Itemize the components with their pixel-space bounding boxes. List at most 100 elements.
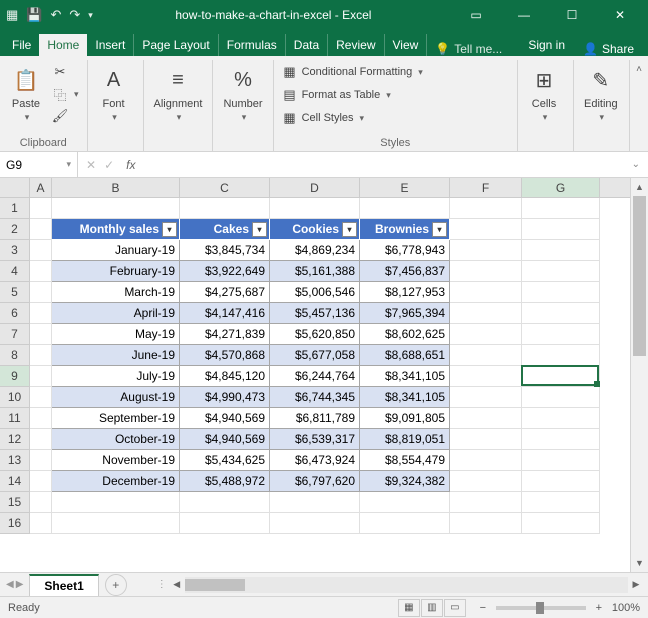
cell-styles-button[interactable]: ▦ Cell Styles▾	[280, 108, 425, 128]
cell-G4[interactable]	[522, 261, 600, 282]
cell-E8[interactable]: $8,688,651	[360, 345, 450, 366]
row-header-15[interactable]: 15	[0, 492, 30, 513]
cell-B3[interactable]: January-19	[52, 240, 180, 261]
cell-G10[interactable]	[522, 387, 600, 408]
cell-B9[interactable]: July-19	[52, 366, 180, 387]
cell-B10[interactable]: August-19	[52, 387, 180, 408]
cell-G15[interactable]	[522, 492, 600, 513]
filter-icon[interactable]: ▾	[432, 222, 447, 237]
hscroll-thumb[interactable]	[185, 579, 245, 591]
cell-G13[interactable]	[522, 450, 600, 471]
cell-F7[interactable]	[450, 324, 522, 345]
cell-G8[interactable]	[522, 345, 600, 366]
cell-A14[interactable]	[30, 471, 52, 492]
fx-icon[interactable]: fx	[122, 158, 139, 172]
cell-B11[interactable]: September-19	[52, 408, 180, 429]
cell-G11[interactable]	[522, 408, 600, 429]
cell-D13[interactable]: $6,473,924	[270, 450, 360, 471]
cell-E13[interactable]: $8,554,479	[360, 450, 450, 471]
tab-page-layout[interactable]: Page Layout	[134, 34, 218, 56]
horizontal-scrollbar[interactable]: ◀ ▶	[169, 577, 644, 593]
zoom-out-button[interactable]: −	[476, 602, 490, 614]
filter-icon[interactable]: ▾	[252, 222, 267, 237]
scroll-right-icon[interactable]: ▶	[628, 579, 644, 590]
tab-home[interactable]: Home	[39, 34, 87, 56]
cell-F14[interactable]	[450, 471, 522, 492]
number-button[interactable]: % Number ▾	[219, 62, 266, 125]
filter-icon[interactable]: ▾	[342, 222, 357, 237]
expand-formula-bar-icon[interactable]: ⌄	[624, 159, 648, 170]
editing-button[interactable]: ✎ Editing ▾	[580, 62, 622, 125]
cell-E2[interactable]: Brownies▾	[360, 219, 450, 240]
zoom-level[interactable]: 100%	[612, 602, 640, 614]
cell-B2[interactable]: Monthly sales▾	[52, 219, 180, 240]
cell-D7[interactable]: $5,620,850	[270, 324, 360, 345]
cell-C15[interactable]	[180, 492, 270, 513]
view-normal-icon[interactable]: ▦	[398, 599, 420, 617]
cut-button[interactable]: ✂	[50, 62, 81, 82]
cell-C7[interactable]: $4,271,839	[180, 324, 270, 345]
tab-insert[interactable]: Insert	[87, 34, 134, 56]
cell-A9[interactable]	[30, 366, 52, 387]
cell-G2[interactable]	[522, 219, 600, 240]
save-icon[interactable]: 💾	[26, 7, 42, 23]
cell-G7[interactable]	[522, 324, 600, 345]
cell-D6[interactable]: $5,457,136	[270, 303, 360, 324]
ribbon-options-icon[interactable]: ▭	[454, 0, 498, 30]
sheet-tab-active[interactable]: Sheet1	[29, 574, 98, 596]
format-as-table-button[interactable]: ▤ Format as Table▾	[280, 85, 425, 105]
cell-F13[interactable]	[450, 450, 522, 471]
row-header-2[interactable]: 2	[0, 219, 30, 240]
cell-F1[interactable]	[450, 198, 522, 219]
row-header-3[interactable]: 3	[0, 240, 30, 261]
formula-input[interactable]	[139, 152, 623, 177]
cell-A10[interactable]	[30, 387, 52, 408]
cell-B12[interactable]: October-19	[52, 429, 180, 450]
cell-A13[interactable]	[30, 450, 52, 471]
undo-icon[interactable]: ↶	[50, 7, 61, 23]
col-header-D[interactable]: D	[270, 178, 360, 197]
redo-icon[interactable]: ↷	[69, 7, 80, 23]
sign-in[interactable]: Sign in	[520, 34, 573, 56]
cell-C16[interactable]	[180, 513, 270, 534]
cell-G6[interactable]	[522, 303, 600, 324]
row-header-5[interactable]: 5	[0, 282, 30, 303]
sheet-nav-next-icon[interactable]: ▶	[16, 579, 24, 590]
paste-button[interactable]: 📋 Paste ▾	[6, 62, 46, 125]
cell-A6[interactable]	[30, 303, 52, 324]
sheet-nav-prev-icon[interactable]: ◀	[6, 579, 14, 590]
split-handle[interactable]: ⋮	[157, 579, 165, 590]
cell-D16[interactable]	[270, 513, 360, 534]
cell-C8[interactable]: $4,570,868	[180, 345, 270, 366]
font-button[interactable]: A Font ▾	[94, 62, 134, 125]
share-button[interactable]: 👤 Share	[573, 42, 644, 56]
name-box[interactable]: G9 ▾	[0, 152, 78, 177]
cell-C9[interactable]: $4,845,120	[180, 366, 270, 387]
view-page-break-icon[interactable]: ▭	[444, 599, 466, 617]
cell-E15[interactable]	[360, 492, 450, 513]
cell-F12[interactable]	[450, 429, 522, 450]
cell-C14[interactable]: $5,488,972	[180, 471, 270, 492]
cell-D15[interactable]	[270, 492, 360, 513]
cell-C3[interactable]: $3,845,734	[180, 240, 270, 261]
qat-customize-icon[interactable]: ▾	[88, 10, 93, 21]
cell-G1[interactable]	[522, 198, 600, 219]
cell-F6[interactable]	[450, 303, 522, 324]
cancel-icon[interactable]: ✕	[84, 158, 98, 172]
cells-area[interactable]: Monthly sales▾Cakes▾Cookies▾Brownies▾Jan…	[30, 198, 600, 534]
row-header-16[interactable]: 16	[0, 513, 30, 534]
row-header-6[interactable]: 6	[0, 303, 30, 324]
cell-B1[interactable]	[52, 198, 180, 219]
cell-B4[interactable]: February-19	[52, 261, 180, 282]
cell-A11[interactable]	[30, 408, 52, 429]
scroll-up-icon[interactable]: ▲	[631, 178, 648, 196]
row-header-1[interactable]: 1	[0, 198, 30, 219]
cell-C5[interactable]: $4,275,687	[180, 282, 270, 303]
col-header-B[interactable]: B	[52, 178, 180, 197]
cell-F16[interactable]	[450, 513, 522, 534]
cell-E5[interactable]: $8,127,953	[360, 282, 450, 303]
cell-E3[interactable]: $6,778,943	[360, 240, 450, 261]
cell-B14[interactable]: December-19	[52, 471, 180, 492]
tab-file[interactable]: File	[4, 34, 39, 56]
row-header-9[interactable]: 9	[0, 366, 30, 387]
